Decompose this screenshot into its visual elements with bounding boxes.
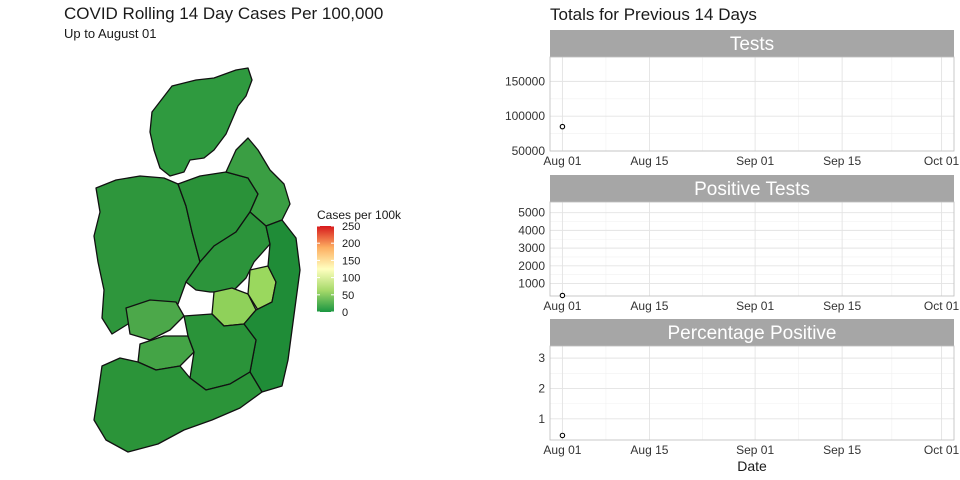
county-west (93, 175, 201, 335)
chart-title: Totals for Previous 14 Days (550, 5, 757, 24)
facet-2: Positive Tests Aug 01 Aug 15 Sep 01 Sep 15 Oc… (518, 175, 960, 313)
panel-border (549, 56, 955, 152)
panel-border (549, 201, 955, 297)
y-tick-label: 5000 (518, 206, 545, 220)
y-tick-label: 100000 (505, 109, 545, 123)
data-point (559, 123, 566, 130)
data-point (559, 292, 566, 299)
y-tick-label: 1000 (518, 277, 545, 291)
x-tick-label: Aug 01 (543, 299, 581, 313)
x-tick-label: Sep 01 (736, 299, 774, 313)
facet-strip (550, 30, 954, 57)
facet-3: Percentage Positive Aug 01 Aug 15 Sep 01 Sep… (538, 319, 960, 457)
legend-tick-label: 0 (342, 307, 348, 319)
legend-tick-label: 150 (342, 255, 360, 267)
x-tick-label: Aug 01 (543, 154, 581, 168)
legend-tick-label: 100 (342, 273, 360, 285)
y-tick-label: 4000 (518, 223, 545, 237)
x-tick-label: Oct 01 (924, 299, 960, 313)
y-tick-label: 3000 (518, 241, 545, 255)
x-axis-title: Date (737, 458, 767, 474)
facet-strip (550, 319, 954, 346)
x-tick-label: Sep 01 (736, 443, 774, 457)
county-southwest (93, 357, 263, 453)
x-tick-label: Aug 01 (543, 443, 581, 457)
facet-strip (550, 175, 954, 202)
legend-title: Cases per 100k (317, 208, 402, 222)
x-tick-label: Sep 15 (823, 299, 861, 313)
y-tick-label: 150000 (505, 74, 545, 88)
legend-tick-label: 250 (342, 221, 360, 233)
legend-tick-label: 50 (342, 290, 354, 302)
ireland-map (93, 67, 301, 453)
facet-1: Tests Aug 01 Aug 15 Sep 01 Sep 15 Oct 01 50000… (505, 30, 960, 168)
legend-colorbar (317, 226, 334, 312)
facet-strip-label: Positive Tests (694, 179, 810, 200)
data-point (559, 432, 566, 439)
facet-strip-label: Percentage Positive (668, 323, 837, 344)
y-tick-label: 1 (538, 412, 545, 426)
y-tick-label: 50000 (512, 144, 546, 158)
y-tick-label: 2 (538, 381, 545, 395)
county-midlands (185, 211, 271, 293)
county-limerick (137, 335, 195, 371)
x-tick-label: Oct 01 (924, 154, 960, 168)
x-tick-label: Aug 15 (630, 299, 668, 313)
legend-tick-label: 200 (342, 238, 360, 250)
x-tick-label: Sep 15 (823, 443, 861, 457)
y-tick-label: 3 (538, 351, 545, 365)
facet-strip-label: Tests (730, 34, 774, 55)
x-tick-label: Sep 15 (823, 154, 861, 168)
county-northeast (225, 137, 291, 227)
x-tick-label: Aug 15 (630, 154, 668, 168)
chart-panel: Totals for Previous 14 Days Tests Aug 01 A… (505, 5, 960, 474)
map-subtitle: Up to August 01 (64, 26, 157, 41)
x-tick-label: Aug 15 (630, 443, 668, 457)
x-tick-label: Oct 01 (924, 443, 960, 457)
x-tick-label: Sep 01 (736, 154, 774, 168)
county-donegal (149, 67, 253, 177)
map-panel: COVID Rolling 14 Day Cases Per 100,000 U… (64, 4, 402, 453)
facets: Tests Aug 01 Aug 15 Sep 01 Sep 15 Oct 01 50000… (505, 30, 960, 457)
legend-ticks: 250 200 150 100 50 0 (317, 221, 360, 319)
panel-border (549, 345, 955, 441)
map-title: COVID Rolling 14 Day Cases Per 100,000 (64, 4, 383, 23)
county-clare (125, 299, 185, 341)
y-tick-label: 2000 (518, 259, 545, 273)
